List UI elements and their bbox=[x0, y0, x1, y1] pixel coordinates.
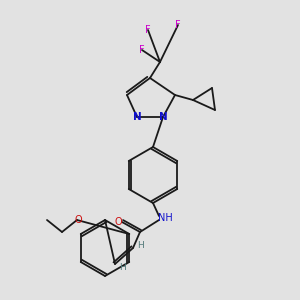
Text: F: F bbox=[175, 20, 181, 30]
Text: F: F bbox=[139, 45, 145, 55]
Text: F: F bbox=[145, 25, 151, 35]
Text: O: O bbox=[114, 217, 122, 227]
Text: N: N bbox=[159, 112, 167, 122]
Text: NH: NH bbox=[158, 213, 172, 223]
Text: H: H bbox=[120, 263, 126, 272]
Text: O: O bbox=[74, 215, 82, 225]
Text: N: N bbox=[133, 112, 141, 122]
Text: H: H bbox=[138, 242, 144, 250]
